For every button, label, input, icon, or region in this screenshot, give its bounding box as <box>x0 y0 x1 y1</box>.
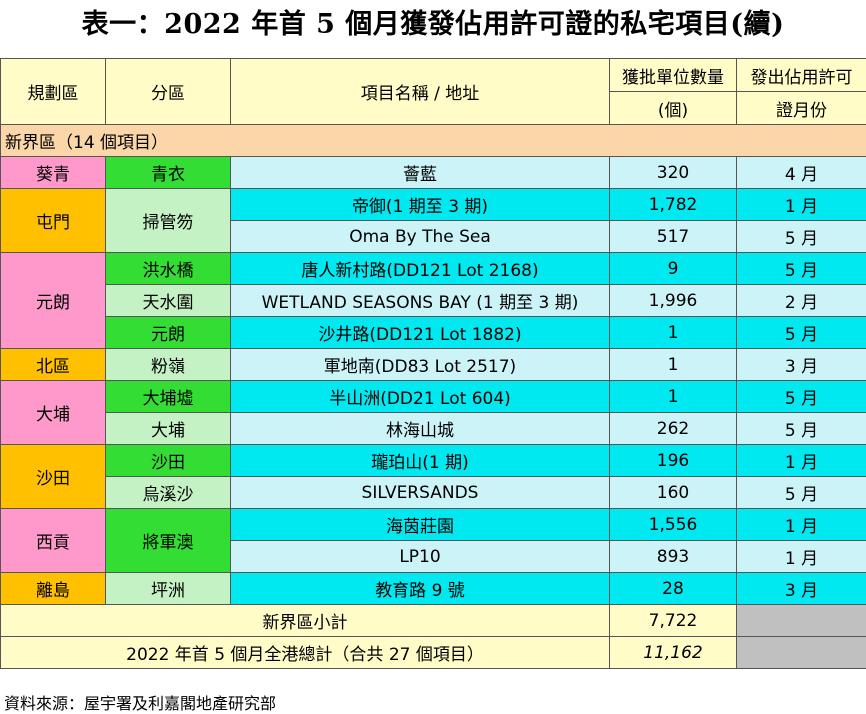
section-label: 新界區（14 個項目） <box>0 124 866 157</box>
month-cell: 3 月 <box>736 572 866 605</box>
table-row: 北區 粉嶺 軍地南(DD83 Lot 2517) 1 3 月 <box>0 348 866 381</box>
subtotal-empty-cell <box>736 604 866 637</box>
project-cell: 教育路 9 號 <box>230 572 610 605</box>
district-cell: 北區 <box>0 348 106 381</box>
month-cell: 1 月 <box>736 188 866 221</box>
subdistrict-cell: 烏溪沙 <box>105 476 231 509</box>
header-project: 項目名稱 / 地址 <box>230 58 610 125</box>
header-subdistrict: 分區 <box>105 58 231 125</box>
table-row: Oma By The Sea 517 5 月 <box>1 220 866 253</box>
total-label: 2022 年首 5 個月全港總計（合共 27 個項目） <box>0 636 610 669</box>
table-row: 屯門 掃管笏 帝御(1 期至 3 期) 1,782 1 月 <box>0 188 866 253</box>
project-cell: 沙井路(DD121 Lot 1882) <box>230 316 610 349</box>
total-value: 11,162 <box>609 636 737 669</box>
units-cell: 28 <box>609 572 737 605</box>
district-cell: 屯門 <box>0 188 106 253</box>
units-cell: 1 <box>609 316 737 349</box>
subdistrict-cell: 沙田 <box>105 444 231 477</box>
project-cell: WETLAND SEASONS BAY (1 期至 3 期) <box>230 284 610 317</box>
units-cell: 1 <box>609 380 737 413</box>
subtotal-row: 新界區小計 7,722 <box>0 604 866 637</box>
district-cell: 離島 <box>0 572 106 605</box>
project-cell: 海茵莊園 <box>230 508 610 541</box>
subdistrict-cell: 青衣 <box>105 156 231 189</box>
table-row: 離島 坪洲 教育路 9 號 28 3 月 <box>0 572 866 605</box>
table-row: LP10 893 1 月 <box>1 540 866 573</box>
subdistrict-cell: 天水圍 <box>105 284 231 317</box>
month-cell: 5 月 <box>736 220 866 253</box>
subdistrict-cell: 元朗 <box>105 316 231 349</box>
subdistrict-cell: 坪洲 <box>105 572 231 605</box>
table-row: 大埔 林海山城 262 5 月 <box>1 412 866 445</box>
project-cell: 薈藍 <box>230 156 610 189</box>
units-cell: 262 <box>609 412 737 445</box>
table-row: 大埔 大埔墟 半山洲(DD21 Lot 604) 1 5 月 <box>0 380 866 445</box>
subdistrict-cell: 粉嶺 <box>105 348 231 381</box>
total-row: 2022 年首 5 個月全港總計（合共 27 個項目） 11,162 <box>0 636 866 669</box>
district-cell: 沙田 <box>0 444 106 509</box>
project-cell: SILVERSANDS <box>230 476 610 509</box>
subdistrict-cell: 洪水橋 <box>105 252 231 285</box>
table-row: 烏溪沙 SILVERSANDS 160 5 月 <box>1 476 866 509</box>
subdistrict-cell: 大埔 <box>105 412 231 445</box>
month-cell: 5 月 <box>736 476 866 509</box>
month-cell: 5 月 <box>736 252 866 285</box>
district-cell: 葵青 <box>0 156 106 189</box>
units-cell: 1,782 <box>609 188 737 221</box>
header-month-line1: 發出佔用許可 <box>736 58 866 92</box>
source-note: 資料來源：屋宇署及利嘉閣地產研究部 <box>4 694 277 713</box>
units-cell: 320 <box>609 156 737 189</box>
project-cell: 帝御(1 期至 3 期) <box>230 188 610 221</box>
month-cell: 1 月 <box>736 540 866 573</box>
table-row: 天水圍 WETLAND SEASONS BAY (1 期至 3 期) 1,996… <box>1 284 866 317</box>
projects-table: 規劃區 分區 項目名稱 / 地址 獲批單位數量 發出佔用許可 (個) 證月份 新… <box>0 58 866 669</box>
units-cell: 196 <box>609 444 737 477</box>
total-empty-cell <box>736 636 866 669</box>
header-district: 規劃區 <box>0 58 106 125</box>
district-cell: 西貢 <box>0 508 106 573</box>
month-cell: 1 月 <box>736 508 866 541</box>
table-row: 西貢 將軍澳 海茵莊園 1,556 1 月 <box>0 508 866 573</box>
subdistrict-cell: 掃管笏 <box>105 188 231 253</box>
units-cell: 9 <box>609 252 737 285</box>
month-cell: 5 月 <box>736 412 866 445</box>
month-cell: 1 月 <box>736 444 866 477</box>
units-cell: 160 <box>609 476 737 509</box>
project-cell: Oma By The Sea <box>230 220 610 253</box>
table-row: 元朗 沙井路(DD121 Lot 1882) 1 5 月 <box>1 316 866 349</box>
subtotal-label: 新界區小計 <box>0 604 610 637</box>
project-cell: 瓏珀山(1 期) <box>230 444 610 477</box>
units-cell: 517 <box>609 220 737 253</box>
units-cell: 893 <box>609 540 737 573</box>
project-cell: 軍地南(DD83 Lot 2517) <box>230 348 610 381</box>
subdistrict-cell: 大埔墟 <box>105 380 231 413</box>
month-cell: 3 月 <box>736 348 866 381</box>
month-cell: 5 月 <box>736 380 866 413</box>
month-cell: 5 月 <box>736 316 866 349</box>
header-units-line2: (個) <box>609 91 737 125</box>
header-row: 規劃區 分區 項目名稱 / 地址 獲批單位數量 發出佔用許可 <box>0 58 866 125</box>
project-cell: 唐人新村路(DD121 Lot 2168) <box>230 252 610 285</box>
units-cell: 1,996 <box>609 284 737 317</box>
table-row: 元朗 洪水橋 唐人新村路(DD121 Lot 2168) 9 5 月 <box>0 252 866 349</box>
project-cell: LP10 <box>230 540 610 573</box>
table-row: 沙田 沙田 瓏珀山(1 期) 196 1 月 <box>0 444 866 509</box>
district-cell: 大埔 <box>0 380 106 445</box>
month-cell: 2 月 <box>736 284 866 317</box>
subdistrict-cell: 將軍澳 <box>105 508 231 573</box>
table-row: 葵青 青衣 薈藍 320 4 月 <box>0 156 866 189</box>
project-cell: 半山洲(DD21 Lot 604) <box>230 380 610 413</box>
table-title: 表一：2022 年首 5 個月獲發佔用許可證的私宅項目(續) <box>81 9 785 40</box>
units-cell: 1 <box>609 348 737 381</box>
header-month-line2: 證月份 <box>736 91 866 125</box>
units-cell: 1,556 <box>609 508 737 541</box>
month-cell: 4 月 <box>736 156 866 189</box>
subtotal-value: 7,722 <box>609 604 737 637</box>
district-cell: 元朗 <box>0 252 106 349</box>
project-cell: 林海山城 <box>230 412 610 445</box>
section-row: 新界區（14 個項目） <box>0 124 866 157</box>
header-units-line1: 獲批單位數量 <box>609 58 737 92</box>
